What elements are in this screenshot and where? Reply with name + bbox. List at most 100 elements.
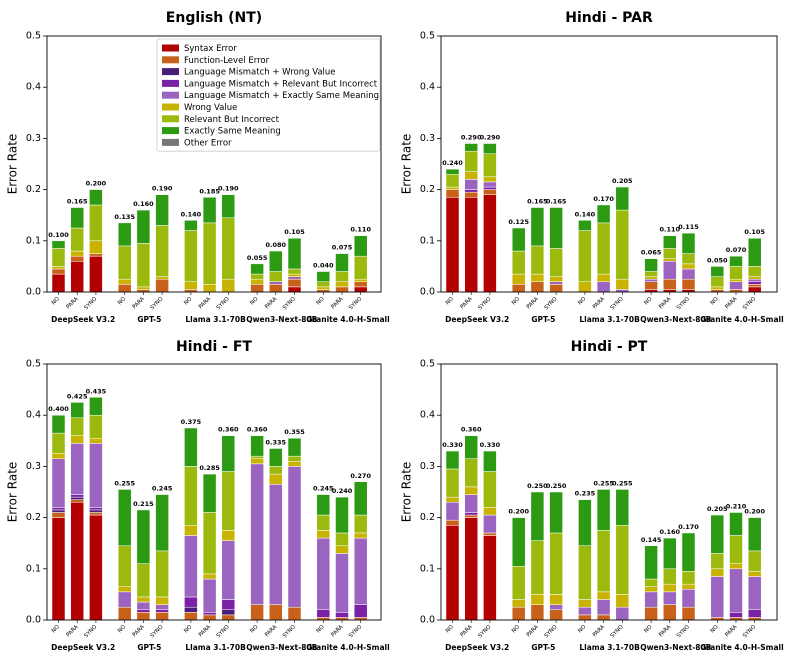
bar-segment-exactly-same-meaning	[155, 494, 169, 552]
bar-segment-exactly-same-meaning	[89, 397, 103, 416]
model-label-qwen3-next-80b: Qwen3-Next-80B	[246, 315, 317, 324]
bar-segment-exactly-same-meaning	[483, 143, 497, 155]
bar-segment-wrong-value	[316, 530, 331, 539]
bar-segment-function-level-error	[51, 268, 66, 275]
bar-segment-language-mismatch-exactly-same-meaning	[483, 514, 497, 534]
bar-segment-language-mismatch-exactly-same-meaning	[644, 591, 658, 608]
bar-segment-function-level-error	[681, 278, 696, 290]
legend-swatch-other-error	[162, 138, 179, 146]
bar-segment-wrong-value	[221, 530, 236, 541]
y-tick-label: 0.4	[420, 82, 435, 93]
bar-segment-relevant-but-incorrect	[117, 245, 132, 280]
model-label-llama-3-1-70b: Llama 3.1-70B	[185, 315, 246, 324]
model-label-gpt-5: GPT-5	[137, 315, 161, 324]
x-tick-label: NO	[710, 624, 721, 635]
bar-total-label: 0.255	[612, 479, 633, 487]
bar-segment-function-level-error	[269, 604, 283, 621]
bar-segment-exactly-same-meaning	[644, 545, 658, 580]
bar-segment-relevant-but-incorrect	[51, 248, 66, 267]
bar-segment-wrong-value	[681, 583, 696, 590]
bar-segment-wrong-value	[136, 286, 151, 290]
bar-segment-language-mismatch-exactly-same-meaning	[51, 458, 66, 508]
bar-segment-wrong-value	[445, 186, 460, 190]
bar-segment-exactly-same-meaning	[155, 194, 169, 226]
x-tick-label: PARA	[132, 624, 146, 638]
x-tick-label: SYNO	[150, 296, 166, 312]
bar-segment-language-mismatch-wrong-value	[51, 509, 66, 513]
model-label-granite-4-0-h-small: Granite 4.0-H-Small	[306, 643, 389, 652]
bar-total-label: 0.215	[133, 500, 154, 508]
y-axis-label: Error Rate	[400, 134, 414, 195]
y-tick-label: 0.4	[26, 410, 41, 421]
bar-total-label: 0.200	[86, 180, 107, 188]
bar-segment-language-mismatch-exactly-same-meaning	[353, 537, 368, 605]
bar-segment-wrong-value	[747, 571, 762, 577]
legend-swatch-wrong-value	[162, 103, 179, 111]
bar-segment-exactly-same-meaning	[353, 481, 368, 516]
y-tick-label: 0.2	[420, 512, 435, 523]
bar-total-label: 0.205	[707, 505, 728, 513]
bar-segment-relevant-but-incorrect	[681, 571, 696, 585]
bar-segment-relevant-but-incorrect	[221, 217, 236, 280]
x-tick-label: SYNO	[544, 296, 560, 312]
bar-total-label: 0.330	[442, 441, 463, 449]
bar-segment-function-level-error	[747, 284, 762, 288]
bar-segment-exactly-same-meaning	[117, 489, 132, 547]
bar-segment-wrong-value	[316, 286, 331, 290]
bar-segment-exactly-same-meaning	[221, 194, 236, 219]
bar-segment-exactly-same-meaning	[51, 240, 66, 249]
bar-segment-relevant-but-incorrect	[316, 514, 331, 531]
bar-segment-language-mismatch-exactly-same-meaning	[155, 604, 169, 611]
bar-total-label: 0.360	[218, 426, 239, 434]
bar-segment-exactly-same-meaning	[202, 473, 217, 513]
bar-total-label: 0.185	[199, 187, 220, 195]
bar-segment-exactly-same-meaning	[287, 237, 302, 270]
bar-segment-relevant-but-incorrect	[644, 271, 658, 277]
bar-segment-syntax-error	[464, 517, 478, 621]
bar-segment-language-mismatch-wrong-value	[184, 606, 198, 613]
bar-segment-exactly-same-meaning	[202, 197, 217, 224]
bar-segment-wrong-value	[464, 486, 478, 495]
bar-segment-wrong-value	[615, 594, 630, 608]
bar-total-label: 0.435	[86, 387, 107, 395]
x-tick-label: PARA	[132, 296, 146, 310]
bar-segment-relevant-but-incorrect	[663, 568, 677, 585]
x-tick-label: NO	[249, 624, 260, 635]
bar-segment-wrong-value	[335, 545, 349, 554]
x-tick-label: NO	[117, 296, 128, 307]
bar-total-label: 0.285	[199, 464, 220, 472]
model-label-llama-3-1-70b: Llama 3.1-70B	[185, 643, 246, 652]
bar-segment-relevant-but-incorrect	[155, 550, 169, 598]
x-tick-label: PARA	[724, 296, 738, 310]
legend: Syntax Error Function-Level Error Language…	[156, 38, 381, 152]
bar-segment-relevant-but-incorrect	[681, 253, 696, 265]
bar-segment-wrong-value	[729, 563, 743, 570]
bar-segment-wrong-value	[615, 278, 630, 290]
bar-total-label: 0.055	[247, 254, 268, 262]
bar-segment-language-mismatch-relevant-but-incorrect	[221, 599, 236, 611]
bar-segment-language-mismatch-relevant-but-incorrect	[747, 609, 762, 618]
model-label-deepseek-v3-2: DeepSeek V3.2	[445, 315, 509, 324]
bar-segment-exactly-same-meaning	[464, 143, 478, 152]
x-tick-label: SYNO	[348, 624, 364, 640]
bar-segment-exactly-same-meaning	[221, 435, 236, 472]
bar-segment-relevant-but-incorrect	[530, 540, 545, 595]
bar-segment-function-level-error	[269, 284, 283, 293]
bar-total-label: 0.050	[707, 256, 728, 264]
x-tick-label: PARA	[459, 624, 473, 638]
x-tick-label: SYNO	[742, 624, 758, 640]
bar-segment-language-mismatch-exactly-same-meaning	[269, 484, 283, 605]
bar-segment-language-mismatch-exactly-same-meaning	[644, 278, 658, 283]
bar-total-label: 0.290	[461, 134, 482, 142]
x-tick-label: SYNO	[477, 296, 493, 312]
bar-segment-language-mismatch-exactly-same-meaning	[747, 278, 762, 283]
bar-segment-exactly-same-meaning	[578, 220, 592, 231]
y-axis-label: Error Rate	[400, 462, 414, 523]
bar-segment-language-mismatch-exactly-same-meaning	[729, 568, 743, 613]
model-label-qwen3-next-80b: Qwen3-Next-80B	[640, 643, 711, 652]
bar-segment-function-level-error	[202, 614, 217, 621]
x-tick-label: PARA	[592, 296, 606, 310]
bar-segment-syntax-error	[353, 286, 368, 293]
bar-total-label: 0.270	[350, 472, 371, 480]
bar-segment-relevant-but-incorrect	[335, 271, 349, 283]
